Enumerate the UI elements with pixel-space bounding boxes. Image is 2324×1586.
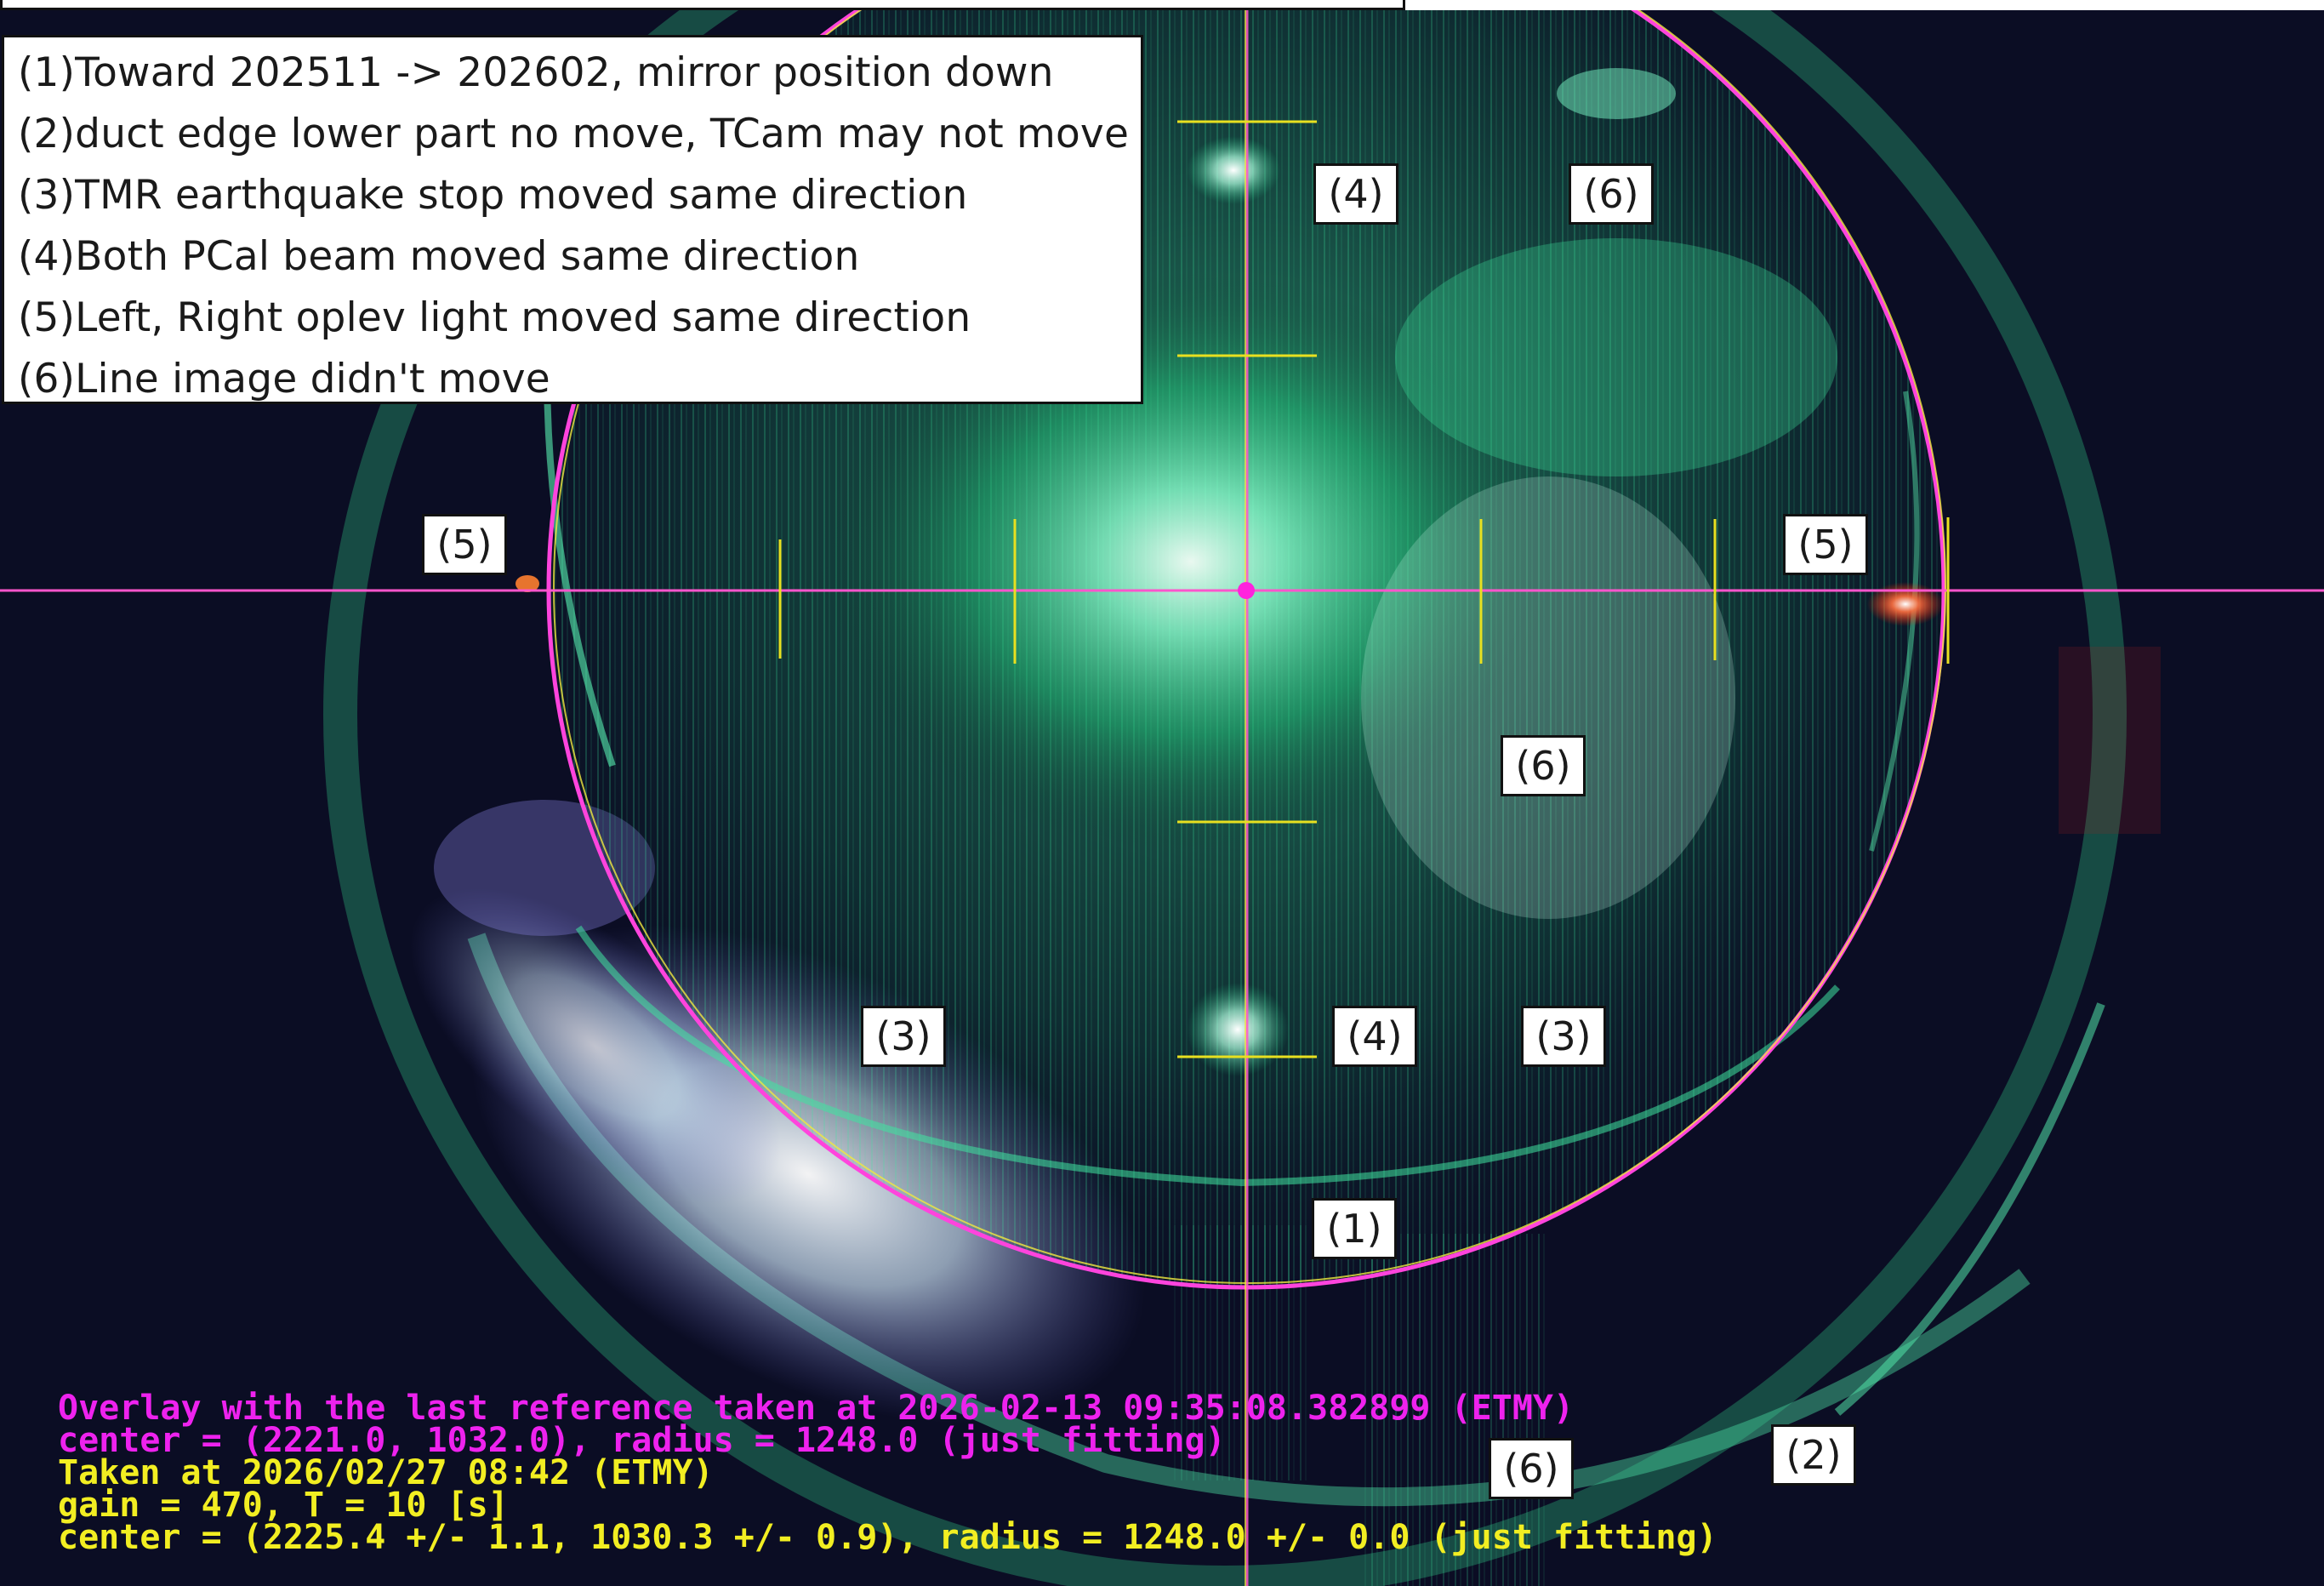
tag-4-top: (4) [1313, 163, 1398, 225]
tag-5-right: (5) [1783, 514, 1868, 575]
tag-1: (1) [1312, 1198, 1397, 1259]
tag-6-top: (6) [1569, 163, 1654, 225]
tag-2: (2) [1771, 1424, 1856, 1486]
current-fit-text: center = (2225.4 +/- 1.1, 1030.3 +/- 0.9… [58, 1518, 1717, 1557]
note-3: (3)TMR earthquake stop moved same direct… [18, 172, 968, 219]
overlay-reference-fit: center = (2221.0, 1032.0), radius = 1248… [58, 1421, 1226, 1460]
top-white-margin [1405, 0, 2324, 10]
overlay-reference-text: Overlay with the last reference taken at… [58, 1389, 1575, 1428]
note-1: (1)Toward 202511 -> 202602, mirror posit… [18, 49, 1054, 96]
note-4: (4)Both PCal beam moved same direction [18, 233, 860, 280]
top-annotation-strip [0, 0, 1405, 10]
tag-5-left: (5) [422, 514, 507, 575]
note-5: (5)Left, Right oplev light moved same di… [18, 294, 971, 341]
tag-4-bottom: (4) [1332, 1006, 1417, 1067]
note-6: (6)Line image didn't move [18, 356, 550, 402]
gain-text: gain = 470, T = 10 [s] [58, 1486, 509, 1525]
tag-6-middle: (6) [1501, 735, 1586, 796]
tag-3-left: (3) [861, 1006, 946, 1067]
tag-6-bottom: (6) [1489, 1438, 1574, 1499]
notes-legend: (1)Toward 202511 -> 202602, mirror posit… [2, 35, 1143, 404]
taken-at-text: Taken at 2026/02/27 08:42 (ETMY) [58, 1453, 714, 1492]
tag-3-right: (3) [1521, 1006, 1606, 1067]
note-2: (2)duct edge lower part no move, TCam ma… [18, 111, 1130, 157]
